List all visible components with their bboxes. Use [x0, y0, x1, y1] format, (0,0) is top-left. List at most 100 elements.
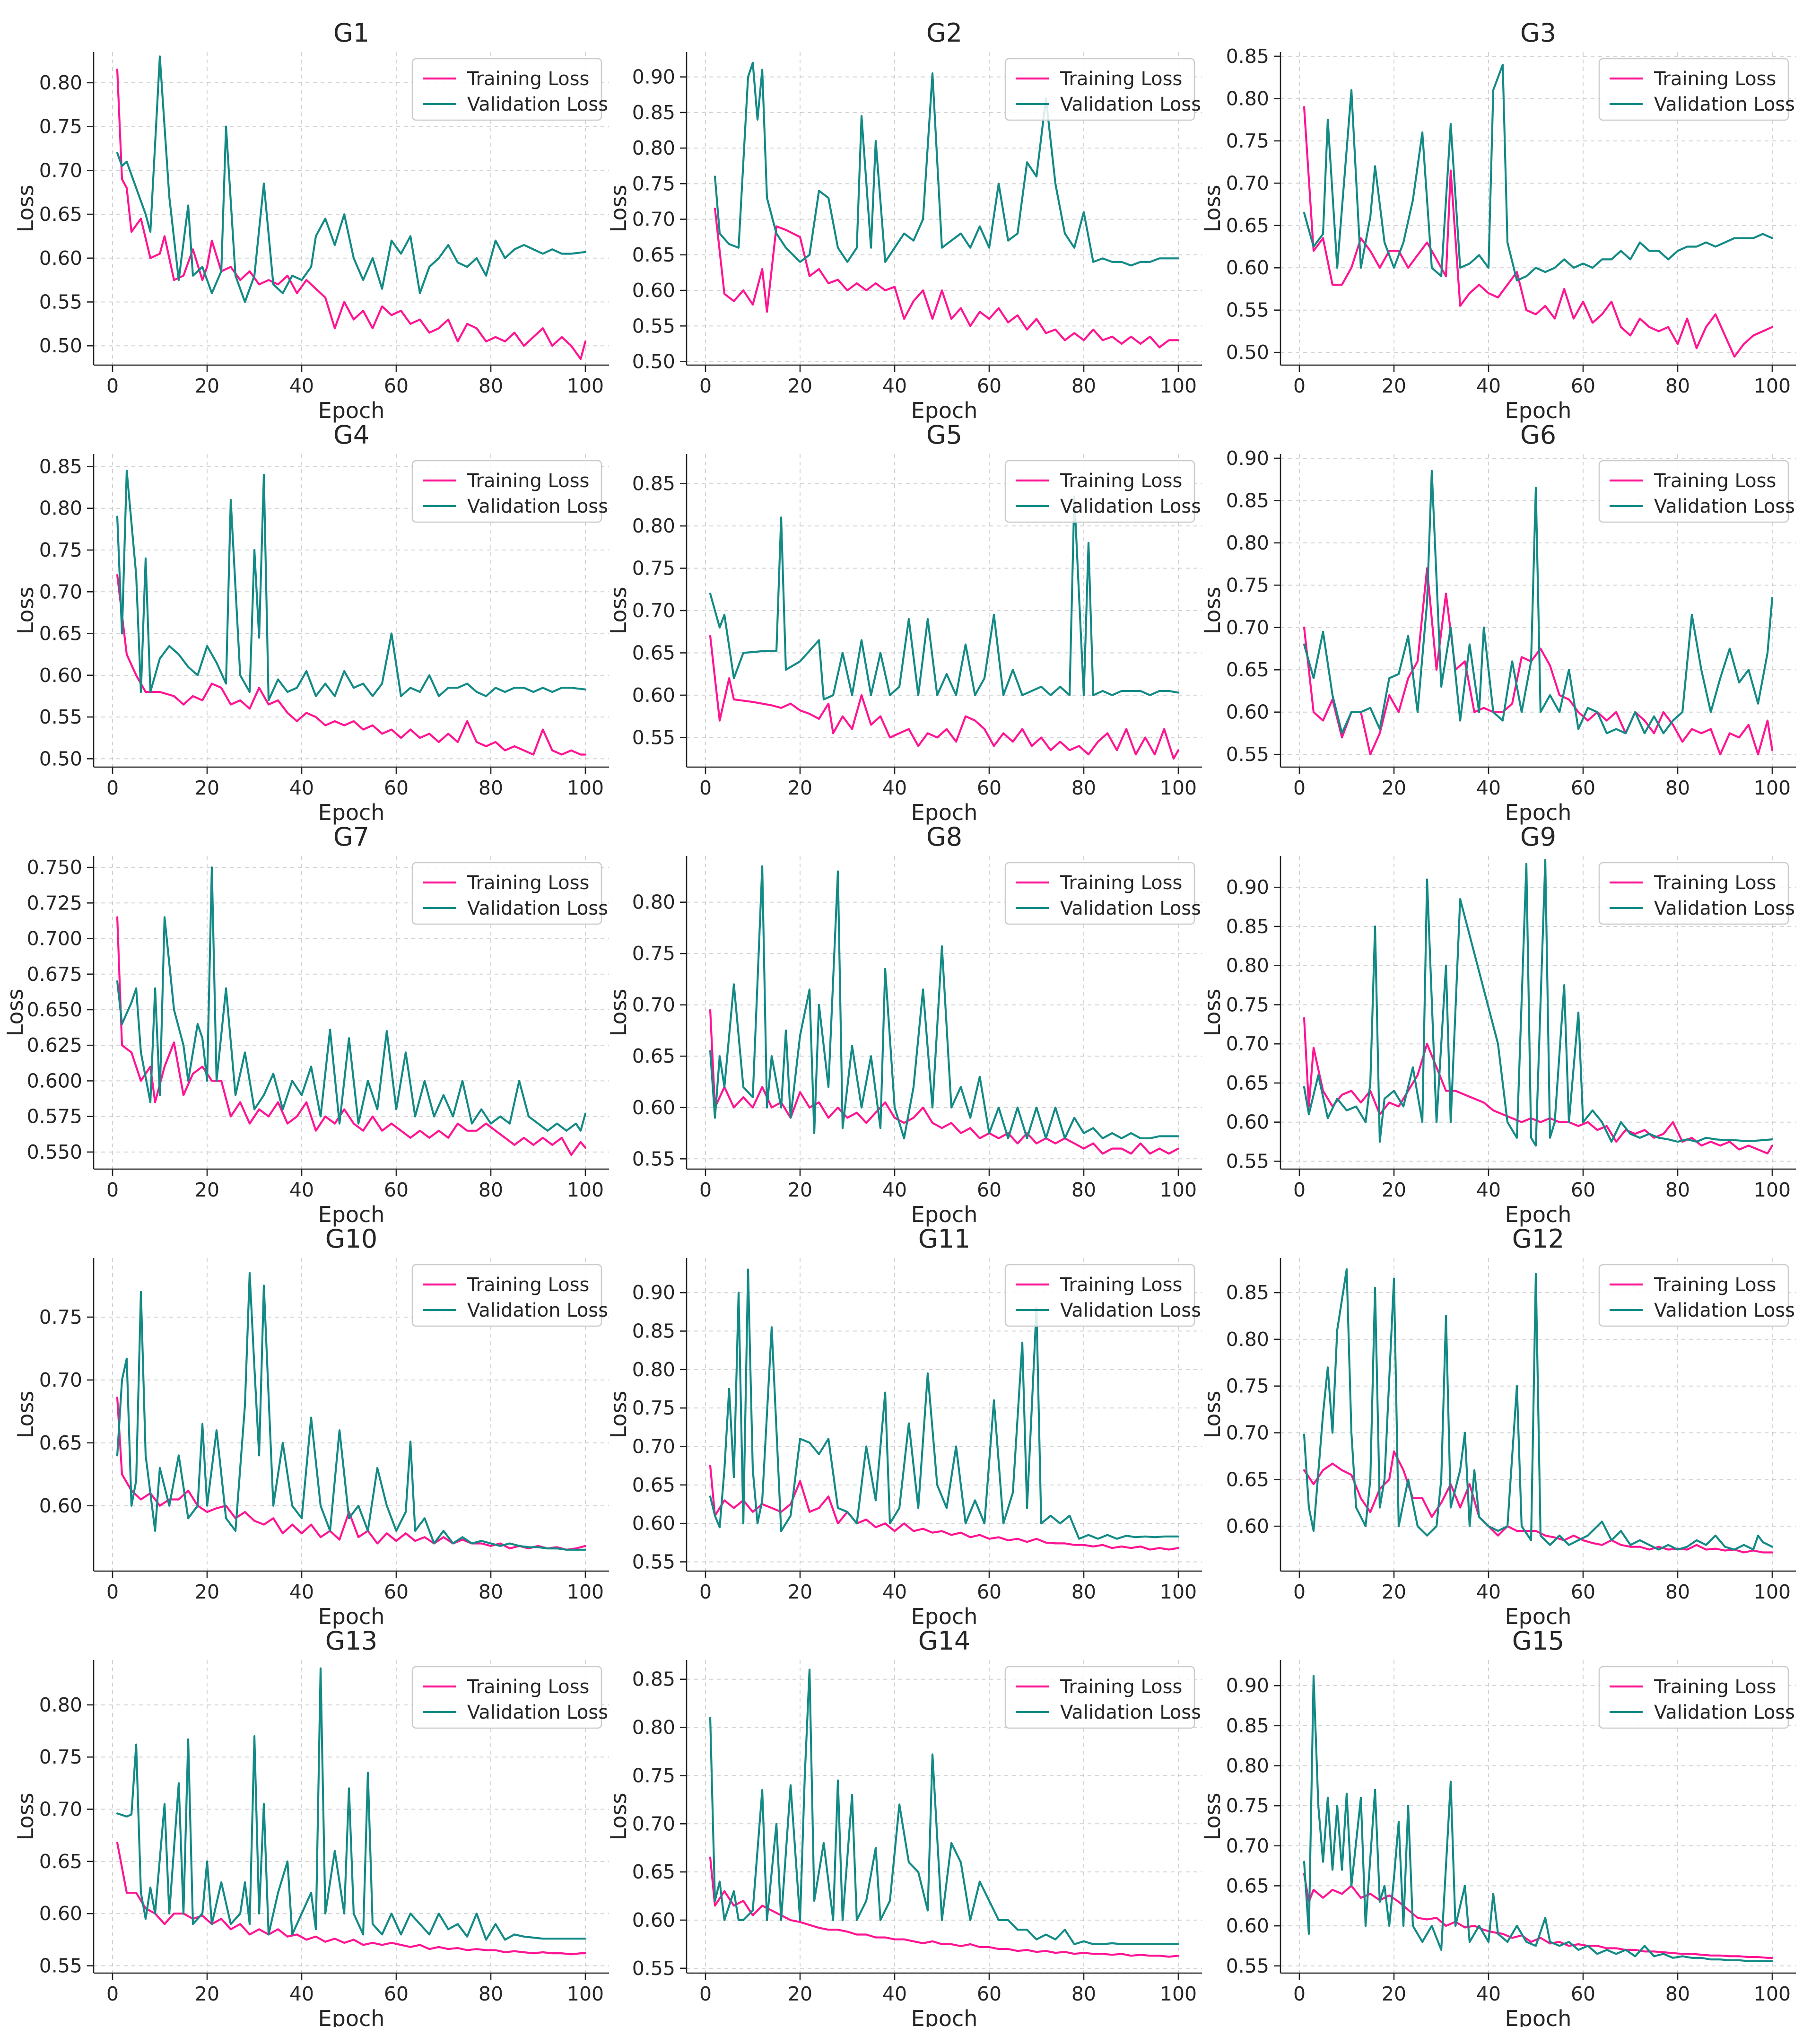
x-axis-label: Epoch	[1505, 398, 1572, 423]
legend-label-validation: Validation Loss	[1060, 898, 1201, 919]
x-tick-label: 60	[1571, 1983, 1595, 2005]
y-axis-label: Loss	[606, 1391, 631, 1439]
y-axis-label: Loss	[13, 185, 38, 233]
legend-label-validation: Validation Loss	[1060, 1300, 1201, 1321]
training-loss-line	[1303, 1873, 1774, 1959]
y-tick-label: 0.70	[1226, 1032, 1269, 1055]
chart-title: G5	[926, 420, 962, 450]
x-axis-label: Epoch	[911, 2006, 978, 2027]
validation-loss-line	[709, 865, 1180, 1139]
x-tick-label: 0	[1293, 777, 1306, 799]
legend: Training Loss Validation Loss	[1004, 58, 1201, 121]
grid	[687, 1660, 1202, 1973]
y-axis-label: Loss	[606, 185, 631, 233]
legend: Training Loss Validation Loss	[1598, 58, 1795, 121]
legend-label-validation: Validation Loss	[1654, 898, 1795, 919]
subplot-g13: 0 20 40 60 80 100 0.55 0.60 0.65 0.70 0.75 0.80 G13 E…	[13, 1626, 609, 2027]
y-tick-label: 0.55	[1226, 1150, 1269, 1172]
x-tick-label: 0	[1293, 375, 1306, 397]
y-tick-label: 0.55	[632, 1147, 675, 1170]
legend-box	[1598, 1264, 1789, 1327]
x-tick-label: 20	[788, 1581, 812, 1603]
legend-box	[1004, 862, 1195, 925]
x-tick-label: 80	[1071, 375, 1096, 397]
legend-label-training: Training Loss	[467, 872, 589, 894]
subplot-g15: 0 20 40 60 80 100 0.55 0.60 0.65 0.70 0.75 0.80 0.85…	[1200, 1626, 1796, 2027]
legend-box	[1004, 1264, 1195, 1327]
y-tick-label: 0.60	[1226, 1914, 1269, 1937]
y-tick-label: 0.55	[39, 706, 82, 728]
chart-title: G15	[1512, 1626, 1565, 1656]
y-tick-label: 0.55	[632, 315, 675, 337]
x-tick-label: 100	[1754, 1581, 1791, 1603]
legend-label-validation: Validation Loss	[1654, 1702, 1795, 1723]
chart-title: G8	[926, 822, 962, 852]
training-loss-line	[709, 1856, 1180, 1958]
legend: Training Loss Validation Loss	[411, 862, 608, 925]
x-tick-label: 0	[106, 1581, 119, 1603]
validation-loss-line	[1303, 1268, 1774, 1551]
y-tick-label: 0.65	[39, 203, 82, 226]
chart-title: G10	[325, 1224, 378, 1254]
chart-title: G4	[333, 420, 369, 450]
x-tick-label: 20	[195, 1179, 219, 1201]
y-tick-label: 0.60	[1226, 701, 1269, 724]
x-tick-label: 100	[1160, 1179, 1197, 1201]
y-tick-label: 0.75	[632, 172, 675, 195]
y-tick-label: 0.80	[39, 1694, 82, 1716]
x-tick-label: 0	[699, 1581, 712, 1603]
y-axis-label: Loss	[1200, 185, 1225, 233]
y-tick-label: 0.65	[632, 244, 675, 266]
validation-loss-line	[116, 470, 587, 701]
x-tick-label: 60	[1571, 1581, 1595, 1603]
grid	[94, 454, 609, 767]
x-tick-label: 40	[882, 1983, 907, 2005]
validation-loss-line	[1303, 1675, 1774, 1962]
y-tick-label: 0.70	[632, 994, 675, 1016]
y-tick-label: 0.70	[632, 1435, 675, 1458]
x-axis-label: Epoch	[911, 800, 978, 825]
x-tick-label: 60	[977, 1983, 1001, 2005]
legend: Training Loss Validation Loss	[1598, 460, 1795, 523]
y-tick-label: 0.80	[632, 137, 675, 159]
y-tick-label: 0.70	[632, 208, 675, 231]
y-tick-label: 0.750	[27, 856, 82, 879]
x-tick-label: 20	[1382, 777, 1406, 799]
x-axis-label: Epoch	[911, 398, 978, 423]
y-tick-label: 0.80	[632, 891, 675, 914]
y-tick-label: 0.65	[39, 1432, 82, 1454]
y-tick-label: 0.80	[39, 497, 82, 520]
chart-title: G13	[325, 1626, 378, 1656]
x-tick-label: 80	[1071, 777, 1096, 799]
y-tick-label: 0.65	[632, 1474, 675, 1496]
x-tick-label: 0	[106, 1179, 119, 1201]
x-tick-label: 40	[289, 1179, 314, 1201]
y-tick-label: 0.65	[39, 622, 82, 645]
legend: Training Loss Validation Loss	[1004, 1666, 1201, 1729]
legend-box	[1598, 58, 1789, 121]
legend-label-validation: Validation Loss	[467, 1702, 608, 1723]
legend-label-training: Training Loss	[1060, 68, 1182, 90]
training-loss-line	[116, 1842, 587, 1956]
subplot-g10: 0 20 40 60 80 100 0.60 0.65 0.70 0.75 G10 Epoch Loss…	[13, 1224, 609, 1629]
training-loss-line	[116, 69, 587, 360]
y-tick-label: 0.55	[39, 1955, 82, 1977]
x-tick-label: 100	[567, 1581, 604, 1603]
subplot-g5: 0 20 40 60 80 100 0.55 0.60 0.65 0.70 0.75 0.80 0.85…	[606, 420, 1202, 825]
y-tick-label: 0.80	[1226, 532, 1269, 554]
x-tick-label: 80	[1665, 1983, 1690, 2005]
x-tick-label: 40	[1476, 1581, 1501, 1603]
y-axis-label: Loss	[1200, 1391, 1225, 1439]
x-tick-label: 20	[1382, 375, 1406, 397]
legend-box	[1004, 58, 1195, 121]
training-loss-line	[1303, 567, 1774, 756]
y-tick-label: 0.65	[1226, 1874, 1269, 1897]
x-tick-label: 100	[567, 1179, 604, 1201]
x-tick-label: 0	[1293, 1983, 1306, 2005]
validation-loss-line	[116, 866, 587, 1132]
x-axis-label: Epoch	[1505, 1604, 1572, 1629]
x-tick-label: 100	[567, 777, 604, 799]
y-tick-label: 0.60	[632, 1096, 675, 1119]
y-tick-label: 0.60	[39, 1494, 82, 1517]
legend-box	[411, 862, 602, 925]
